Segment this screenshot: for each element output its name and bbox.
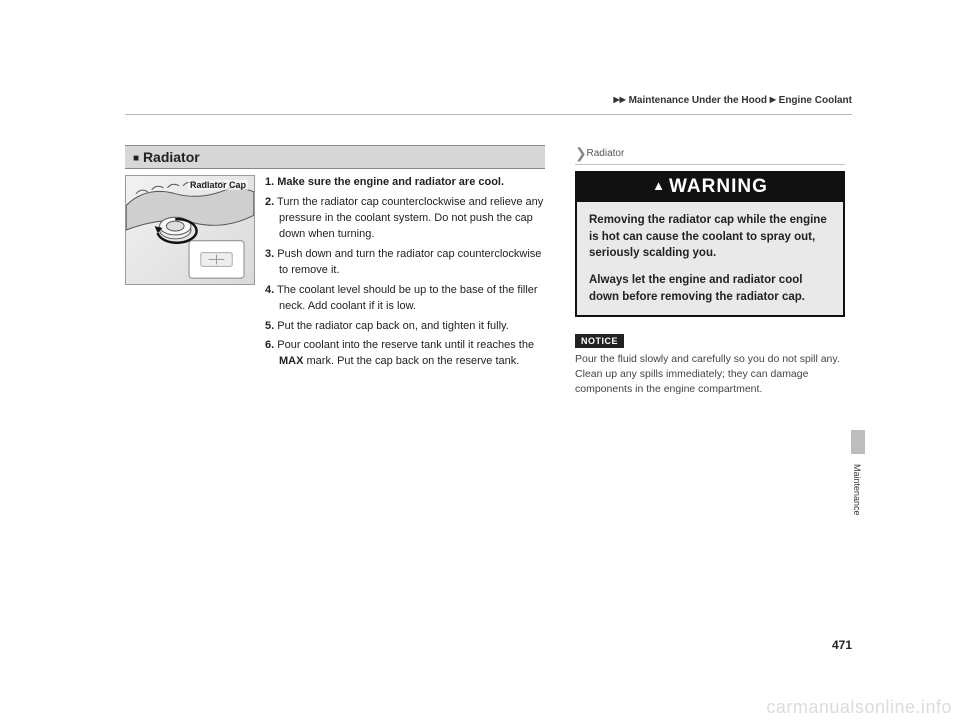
warning-header: ▲WARNING (577, 173, 843, 202)
warning-title-text: WARNING (669, 176, 768, 197)
step-2: 2. Turn the radiator cap counterclockwis… (265, 195, 545, 243)
procedure-steps: 1. Make sure the engine and radiator are… (265, 175, 545, 374)
warning-triangle-icon: ▲ (652, 178, 666, 193)
notice-text: Pour the fluid slowly and carefully so y… (575, 352, 845, 396)
breadcrumb-level-1: Maintenance Under the Hood (629, 95, 767, 106)
step-6: 6. Pour coolant into the reserve tank un… (265, 338, 545, 370)
content-row: Radiator Cap 1. Make sure the engine and… (125, 175, 545, 374)
warning-paragraph-2: Always let the engine and radiator cool … (589, 272, 831, 305)
manual-page: ▶▶ Maintenance Under the Hood ▶ Engine C… (0, 0, 960, 722)
section-heading: ■ Radiator (125, 145, 545, 169)
sidebar-content: ❯ Radiator ▲WARNING Removing the radiato… (575, 145, 845, 396)
step-1: 1. Make sure the engine and radiator are… (265, 175, 545, 191)
step-5: 5. Put the radiator cap back on, and tig… (265, 319, 545, 335)
step-4: 4. The coolant level should be up to the… (265, 283, 545, 315)
warning-paragraph-1: Removing the radiator cap while the engi… (589, 212, 831, 262)
main-content: ■ Radiator (125, 145, 545, 374)
figure-caption: Radiator Cap (188, 180, 248, 190)
breadcrumb: ▶▶ Maintenance Under the Hood ▶ Engine C… (613, 95, 852, 106)
section-tab-label: Maintenance (852, 464, 862, 516)
warning-box: ▲WARNING Removing the radiator cap while… (575, 171, 845, 317)
notice-block: NOTICE Pour the fluid slowly and careful… (575, 331, 845, 396)
radiator-figure: Radiator Cap (125, 175, 255, 285)
page-number: 471 (832, 638, 852, 652)
breadcrumb-level-2: Engine Coolant (779, 95, 852, 106)
page-header: ▶▶ Maintenance Under the Hood ▶ Engine C… (125, 90, 852, 115)
warning-body: Removing the radiator cap while the engi… (577, 202, 843, 315)
step-3: 3. Push down and turn the radiator cap c… (265, 247, 545, 279)
reference-heading: ❯ Radiator (575, 145, 845, 165)
chevron-right-icon: ▶ (620, 95, 626, 104)
section-title: Radiator (143, 149, 200, 165)
double-chevron-icon: ❯ (575, 145, 584, 161)
reference-title: Radiator (587, 148, 625, 159)
watermark: carmanualsonline.info (766, 697, 952, 718)
section-tab (851, 430, 865, 454)
notice-badge: NOTICE (575, 334, 624, 348)
chevron-right-icon: ▶ (770, 95, 776, 104)
square-bullet-icon: ■ (133, 153, 139, 164)
